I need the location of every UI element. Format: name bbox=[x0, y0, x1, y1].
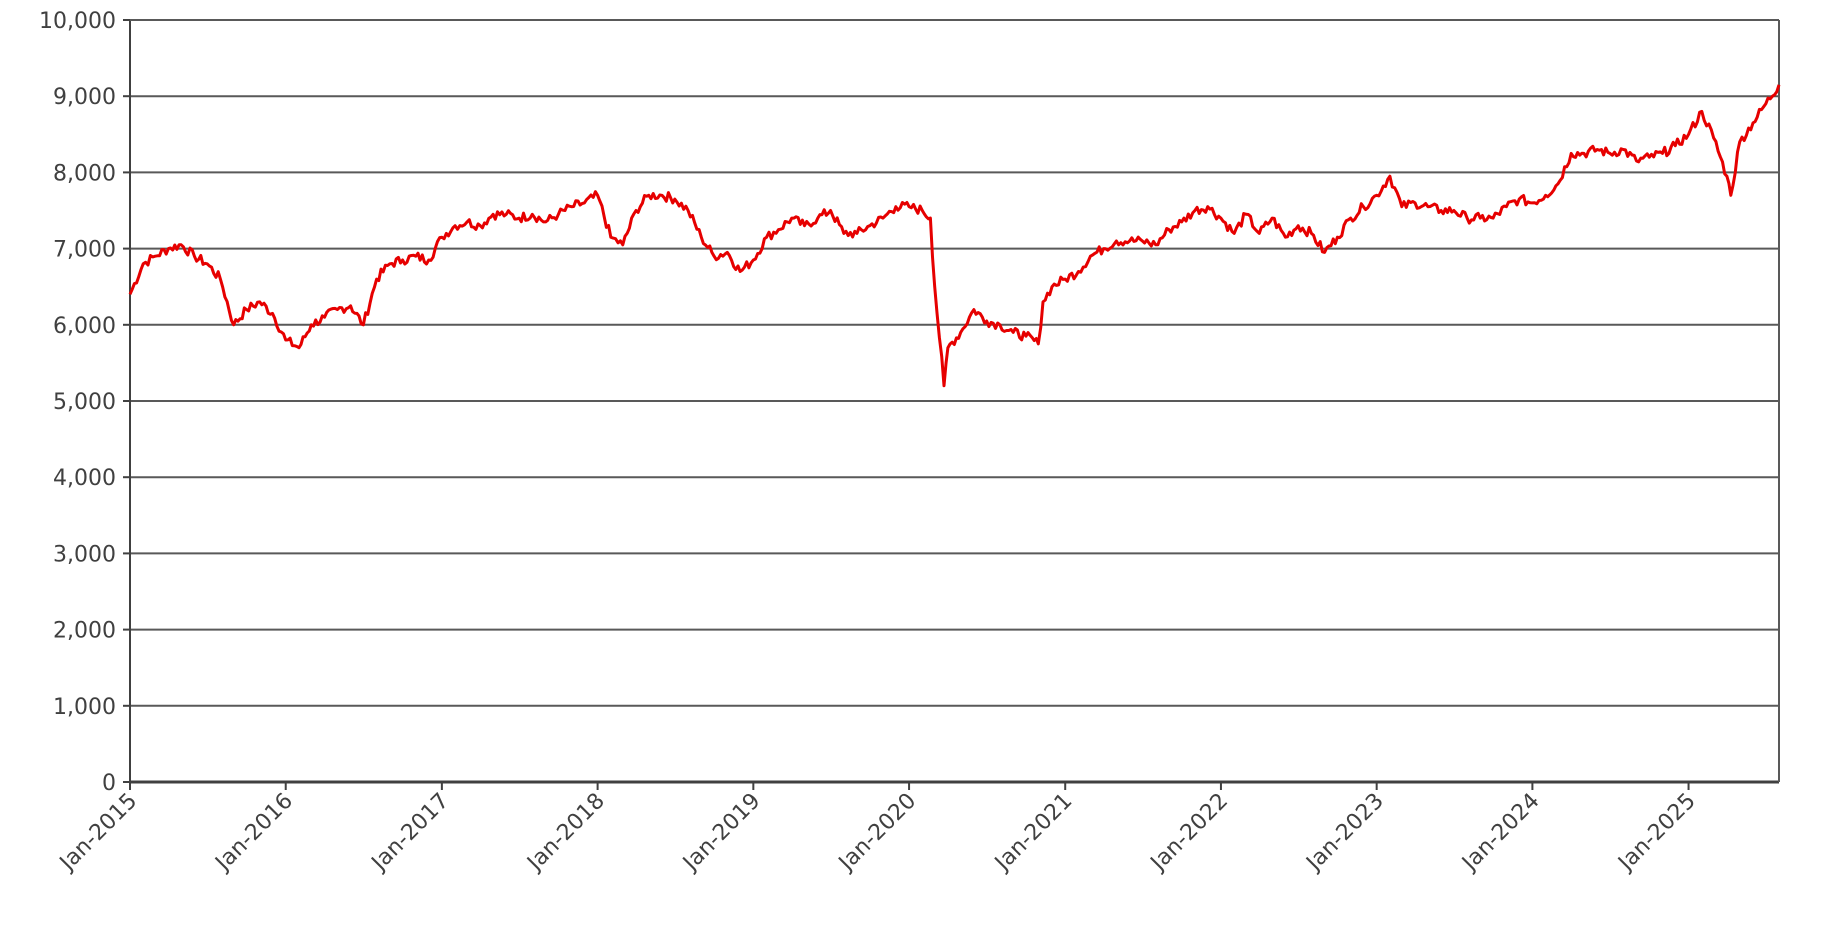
y-tick-label: 7,000 bbox=[53, 238, 116, 263]
x-tick-label: Jan-2023 bbox=[1301, 789, 1389, 877]
x-tick-label: Jan-2017 bbox=[366, 789, 454, 877]
y-tick-label: 4,000 bbox=[53, 466, 116, 491]
x-axis-ticks: Jan-2015 Jan-2016 Jan-2017 Jan-2018 Jan-2019… bbox=[54, 782, 1701, 877]
series-line bbox=[128, 84, 1781, 388]
x-tick-label: Jan-2018 bbox=[522, 789, 610, 877]
x-tick-label: Jan-2016 bbox=[210, 789, 298, 877]
y-axis-ticks: 0 1,000 2,000 3,000 4,000 5,000 6,000 7,000 8,00… bbox=[39, 9, 130, 796]
y-tick-label: 6,000 bbox=[53, 314, 116, 339]
y-tick-label: 10,000 bbox=[39, 9, 116, 34]
x-tick-label: Jan-2024 bbox=[1456, 789, 1544, 877]
y-tick-label: 1,000 bbox=[53, 695, 116, 720]
y-tick-label: 8,000 bbox=[53, 161, 116, 186]
gridlines bbox=[130, 19, 1779, 707]
x-tick-label: Jan-2025 bbox=[1613, 789, 1701, 877]
x-tick-label: Jan-2019 bbox=[677, 789, 765, 877]
y-tick-label: 5,000 bbox=[53, 390, 116, 415]
x-tick-label: Jan-2021 bbox=[989, 789, 1077, 877]
series-layer bbox=[128, 84, 1781, 388]
x-tick-label: Jan-2015 bbox=[54, 789, 142, 877]
y-tick-label: 2,000 bbox=[53, 619, 116, 644]
y-tick-label: 0 bbox=[102, 771, 116, 796]
x-tick-label: Jan-2022 bbox=[1145, 789, 1233, 877]
axes bbox=[129, 19, 1780, 784]
y-tick-label: 3,000 bbox=[53, 542, 116, 567]
x-tick-label: Jan-2020 bbox=[833, 789, 921, 877]
y-tick-label: 9,000 bbox=[53, 85, 116, 110]
